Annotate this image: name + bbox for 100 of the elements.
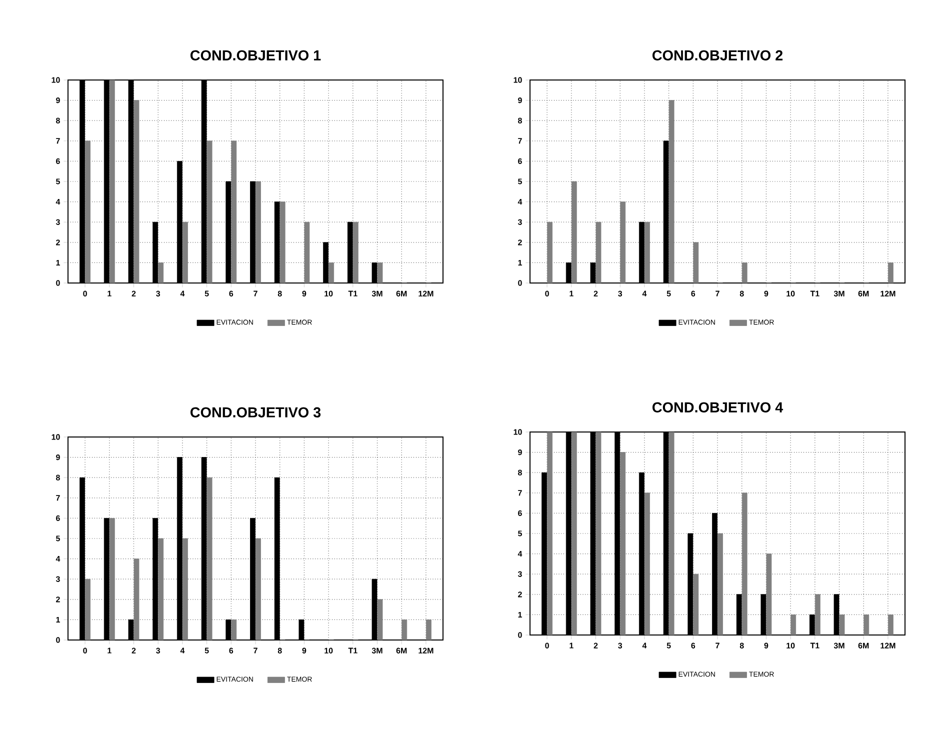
x-tick-label: 3 — [156, 290, 160, 296]
x-tick-label: 0 — [545, 290, 549, 296]
y-tick-label: 5 — [56, 536, 60, 542]
x-tick-label: 8 — [278, 648, 282, 654]
x-tick-label: 4 — [180, 648, 185, 654]
x-tick-label: 6M — [858, 290, 869, 296]
x-tick-label: 3M — [834, 642, 844, 648]
y-tick-label: 2 — [56, 596, 60, 602]
y-tick-label: 10 — [514, 429, 522, 435]
y-tick-label: 1 — [518, 612, 522, 618]
y-tick-label: 10 — [52, 77, 60, 83]
x-tick-label: 6 — [691, 290, 696, 296]
x-tick-label: 6 — [691, 642, 696, 648]
x-tick-label: 9 — [302, 648, 306, 654]
x-tick-label: 1 — [108, 290, 112, 296]
chart-title: COND.OBJETIVO 1 — [190, 50, 321, 60]
y-tick-label: 6 — [518, 158, 522, 164]
y-tick-label: 1 — [56, 616, 60, 622]
y-tick-label: 2 — [56, 240, 60, 246]
x-tick-label: 10 — [324, 290, 333, 296]
y-tick-label: 4 — [56, 556, 60, 562]
y-tick-label: 9 — [56, 454, 60, 460]
y-tick-label: 2 — [518, 592, 522, 598]
y-tick-label: 3 — [518, 571, 522, 577]
x-tick-label: 2 — [594, 290, 598, 296]
x-tick-label: 6M — [396, 648, 407, 654]
y-tick-label: 6 — [518, 510, 522, 516]
y-tick-label: 0 — [518, 632, 522, 638]
x-tick-label: 3M — [372, 290, 382, 296]
bar — [109, 80, 115, 283]
x-tick-label: 9 — [764, 290, 768, 296]
x-tick-label: T1 — [810, 290, 820, 296]
x-tick-label: 5 — [204, 648, 209, 654]
x-tick-label: 8 — [740, 642, 744, 648]
y-tick-label: 6 — [56, 158, 60, 164]
x-tick-label: 9 — [764, 642, 768, 648]
x-tick-label: 4 — [180, 290, 185, 296]
x-tick-label: 7 — [716, 642, 720, 648]
y-tick-label: 1 — [518, 260, 522, 266]
chart-title: COND.OBJETIVO 3 — [190, 407, 321, 418]
x-tick-label: 10 — [786, 290, 795, 296]
x-tick-label: T1 — [348, 290, 358, 296]
x-tick-label: 2 — [594, 642, 598, 648]
x-tick-label: 9 — [302, 290, 306, 296]
chart-title: COND.OBJETIVO 4 — [652, 402, 784, 412]
y-tick-label: 3 — [56, 576, 60, 582]
y-tick-label: 8 — [518, 470, 522, 476]
y-tick-label: 1 — [56, 260, 60, 266]
y-tick-label: 10 — [52, 434, 60, 440]
y-tick-label: 3 — [56, 219, 60, 225]
y-tick-label: 4 — [56, 199, 60, 205]
bar — [109, 518, 115, 640]
y-tick-label: 4 — [518, 551, 522, 557]
bar — [352, 222, 358, 283]
x-tick-label: 7 — [254, 290, 258, 296]
x-tick-label: T1 — [348, 648, 358, 654]
y-tick-label: 8 — [518, 118, 522, 124]
x-tick-label: 2 — [132, 648, 136, 654]
y-tick-label: 6 — [56, 515, 60, 522]
x-tick-label: 2 — [132, 290, 136, 296]
y-tick-label: 8 — [56, 474, 60, 480]
y-tick-label: 9 — [518, 97, 522, 104]
x-tick-label: 3 — [618, 290, 622, 296]
x-tick-label: 1 — [570, 290, 574, 296]
y-tick-label: 7 — [518, 138, 522, 144]
y-tick-label: 5 — [518, 530, 522, 536]
x-tick-label: 12M — [418, 648, 434, 654]
x-tick-label: 4 — [642, 642, 647, 648]
y-tick-label: 2 — [518, 240, 522, 246]
x-tick-label: 8 — [278, 290, 282, 296]
y-tick-label: 10 — [514, 77, 522, 83]
x-tick-label: 8 — [740, 290, 744, 296]
y-tick-label: 7 — [56, 495, 60, 501]
x-tick-label: 0 — [83, 648, 87, 654]
x-tick-label: 5 — [666, 290, 671, 296]
x-tick-label: 5 — [204, 290, 209, 296]
x-tick-label: 12M — [880, 642, 896, 648]
y-tick-label: 8 — [56, 118, 60, 124]
x-tick-label: 6M — [858, 642, 869, 648]
x-tick-label: 1 — [570, 642, 574, 648]
x-tick-label: 4 — [642, 290, 647, 296]
y-tick-label: 3 — [518, 219, 522, 225]
y-tick-label: 5 — [56, 178, 60, 184]
x-tick-label: 12M — [418, 290, 434, 296]
y-tick-label: 9 — [518, 449, 522, 456]
x-tick-label: 3 — [618, 642, 622, 648]
x-tick-label: 0 — [545, 642, 549, 648]
chart-title: COND.OBJETIVO 2 — [652, 50, 783, 60]
x-tick-label: 6 — [229, 290, 234, 296]
x-tick-label: T1 — [810, 642, 820, 648]
x-tick-label: 7 — [254, 648, 258, 654]
x-tick-label: 3M — [834, 290, 844, 296]
x-tick-label: 12M — [880, 290, 896, 296]
y-tick-label: 4 — [518, 199, 522, 205]
x-tick-label: 1 — [108, 648, 112, 654]
y-tick-label: 7 — [56, 138, 60, 144]
x-tick-label: 3M — [372, 648, 382, 654]
y-tick-label: 7 — [518, 490, 522, 496]
y-tick-label: 0 — [56, 637, 60, 643]
y-tick-label: 0 — [56, 280, 60, 286]
